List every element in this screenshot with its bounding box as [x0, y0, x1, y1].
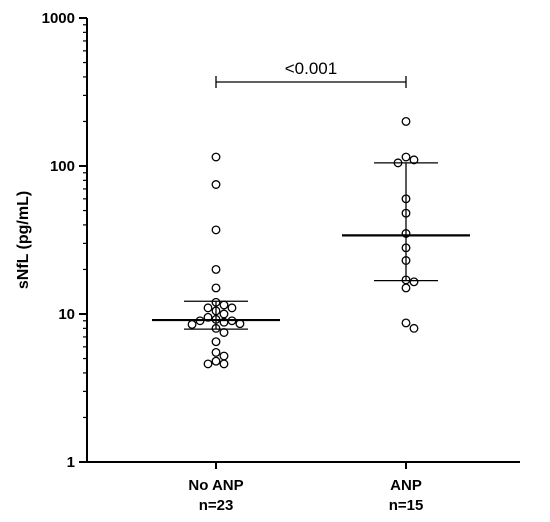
data-point: [401, 116, 411, 126]
data-point: [187, 319, 197, 329]
data-point: [409, 323, 419, 333]
x-category-n: n=23: [199, 497, 234, 514]
data-point: [211, 180, 221, 189]
y-tick-label: 100: [50, 158, 75, 175]
x-category-n: n=15: [389, 497, 424, 514]
data-point: [219, 359, 229, 369]
data-point: [219, 351, 229, 361]
data-point: [401, 318, 411, 328]
data-point: [211, 347, 221, 357]
data-point: [211, 152, 221, 162]
data-point: [211, 356, 221, 366]
data-point: [219, 309, 229, 319]
x-category-label: ANP: [390, 477, 422, 494]
data-point: [211, 264, 221, 274]
data-point: [203, 303, 213, 313]
data-point: [211, 283, 221, 293]
y-tick-label: 10: [58, 306, 75, 323]
plot-area: 1 10 100 1000 No ANP n=23 ANP n=15: [42, 10, 520, 514]
data-point: [219, 300, 229, 310]
y-tick-label: 1000: [42, 10, 75, 27]
data-point: [219, 328, 229, 337]
x-category-label: No ANP: [188, 477, 243, 494]
data-point: [401, 152, 411, 162]
data-point: [409, 155, 419, 165]
y-axis-title: sNfL (pg/mL): [15, 191, 32, 289]
data-point: [203, 359, 213, 369]
data-point: [401, 283, 411, 293]
significance-label: <0.001: [285, 59, 337, 78]
data-point: [409, 277, 419, 287]
data-point: [211, 337, 221, 347]
data-point: [227, 303, 237, 313]
data-point: [211, 225, 221, 235]
y-tick-label: 1: [67, 454, 75, 471]
